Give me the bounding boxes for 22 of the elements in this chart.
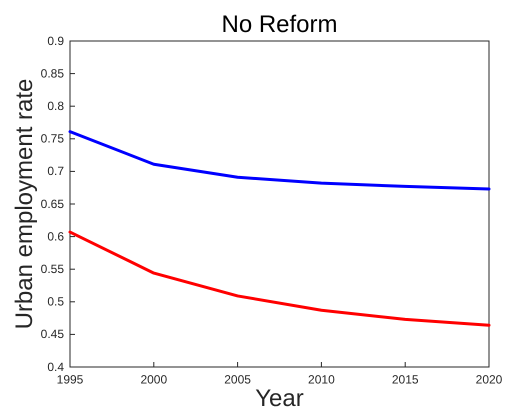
y-tick-label: 0.7 [47, 164, 64, 178]
y-tick-label: 0.6 [47, 229, 64, 244]
x-tick-label: 2010 [308, 372, 336, 387]
line-series [68, 230, 490, 327]
x-tick-label: 2020 [476, 372, 503, 387]
y-tick-label: 0.4 [47, 360, 64, 374]
y-tick-label: 0.55 [40, 262, 64, 276]
y-tick-label: 0.5 [47, 294, 64, 309]
y-axis-title: Urban employment rate [11, 78, 38, 330]
x-axis-title: Year [255, 385, 304, 412]
y-tick-label: 0.9 [47, 34, 64, 48]
y-tick-label: 0.75 [40, 132, 64, 146]
y-tick-label: 0.8 [47, 99, 64, 114]
y-tick-label: 0.65 [40, 196, 64, 211]
y-tick-label: 0.45 [40, 327, 64, 342]
x-tick-label: 1995 [56, 372, 84, 387]
y-tick-label: 0.85 [40, 66, 64, 80]
line-series [68, 130, 490, 191]
x-tick-label: 2005 [224, 372, 252, 387]
x-tick-label: 2000 [140, 372, 168, 387]
x-tick-label: 2015 [392, 372, 419, 387]
chart-title: No Reform [221, 11, 338, 38]
